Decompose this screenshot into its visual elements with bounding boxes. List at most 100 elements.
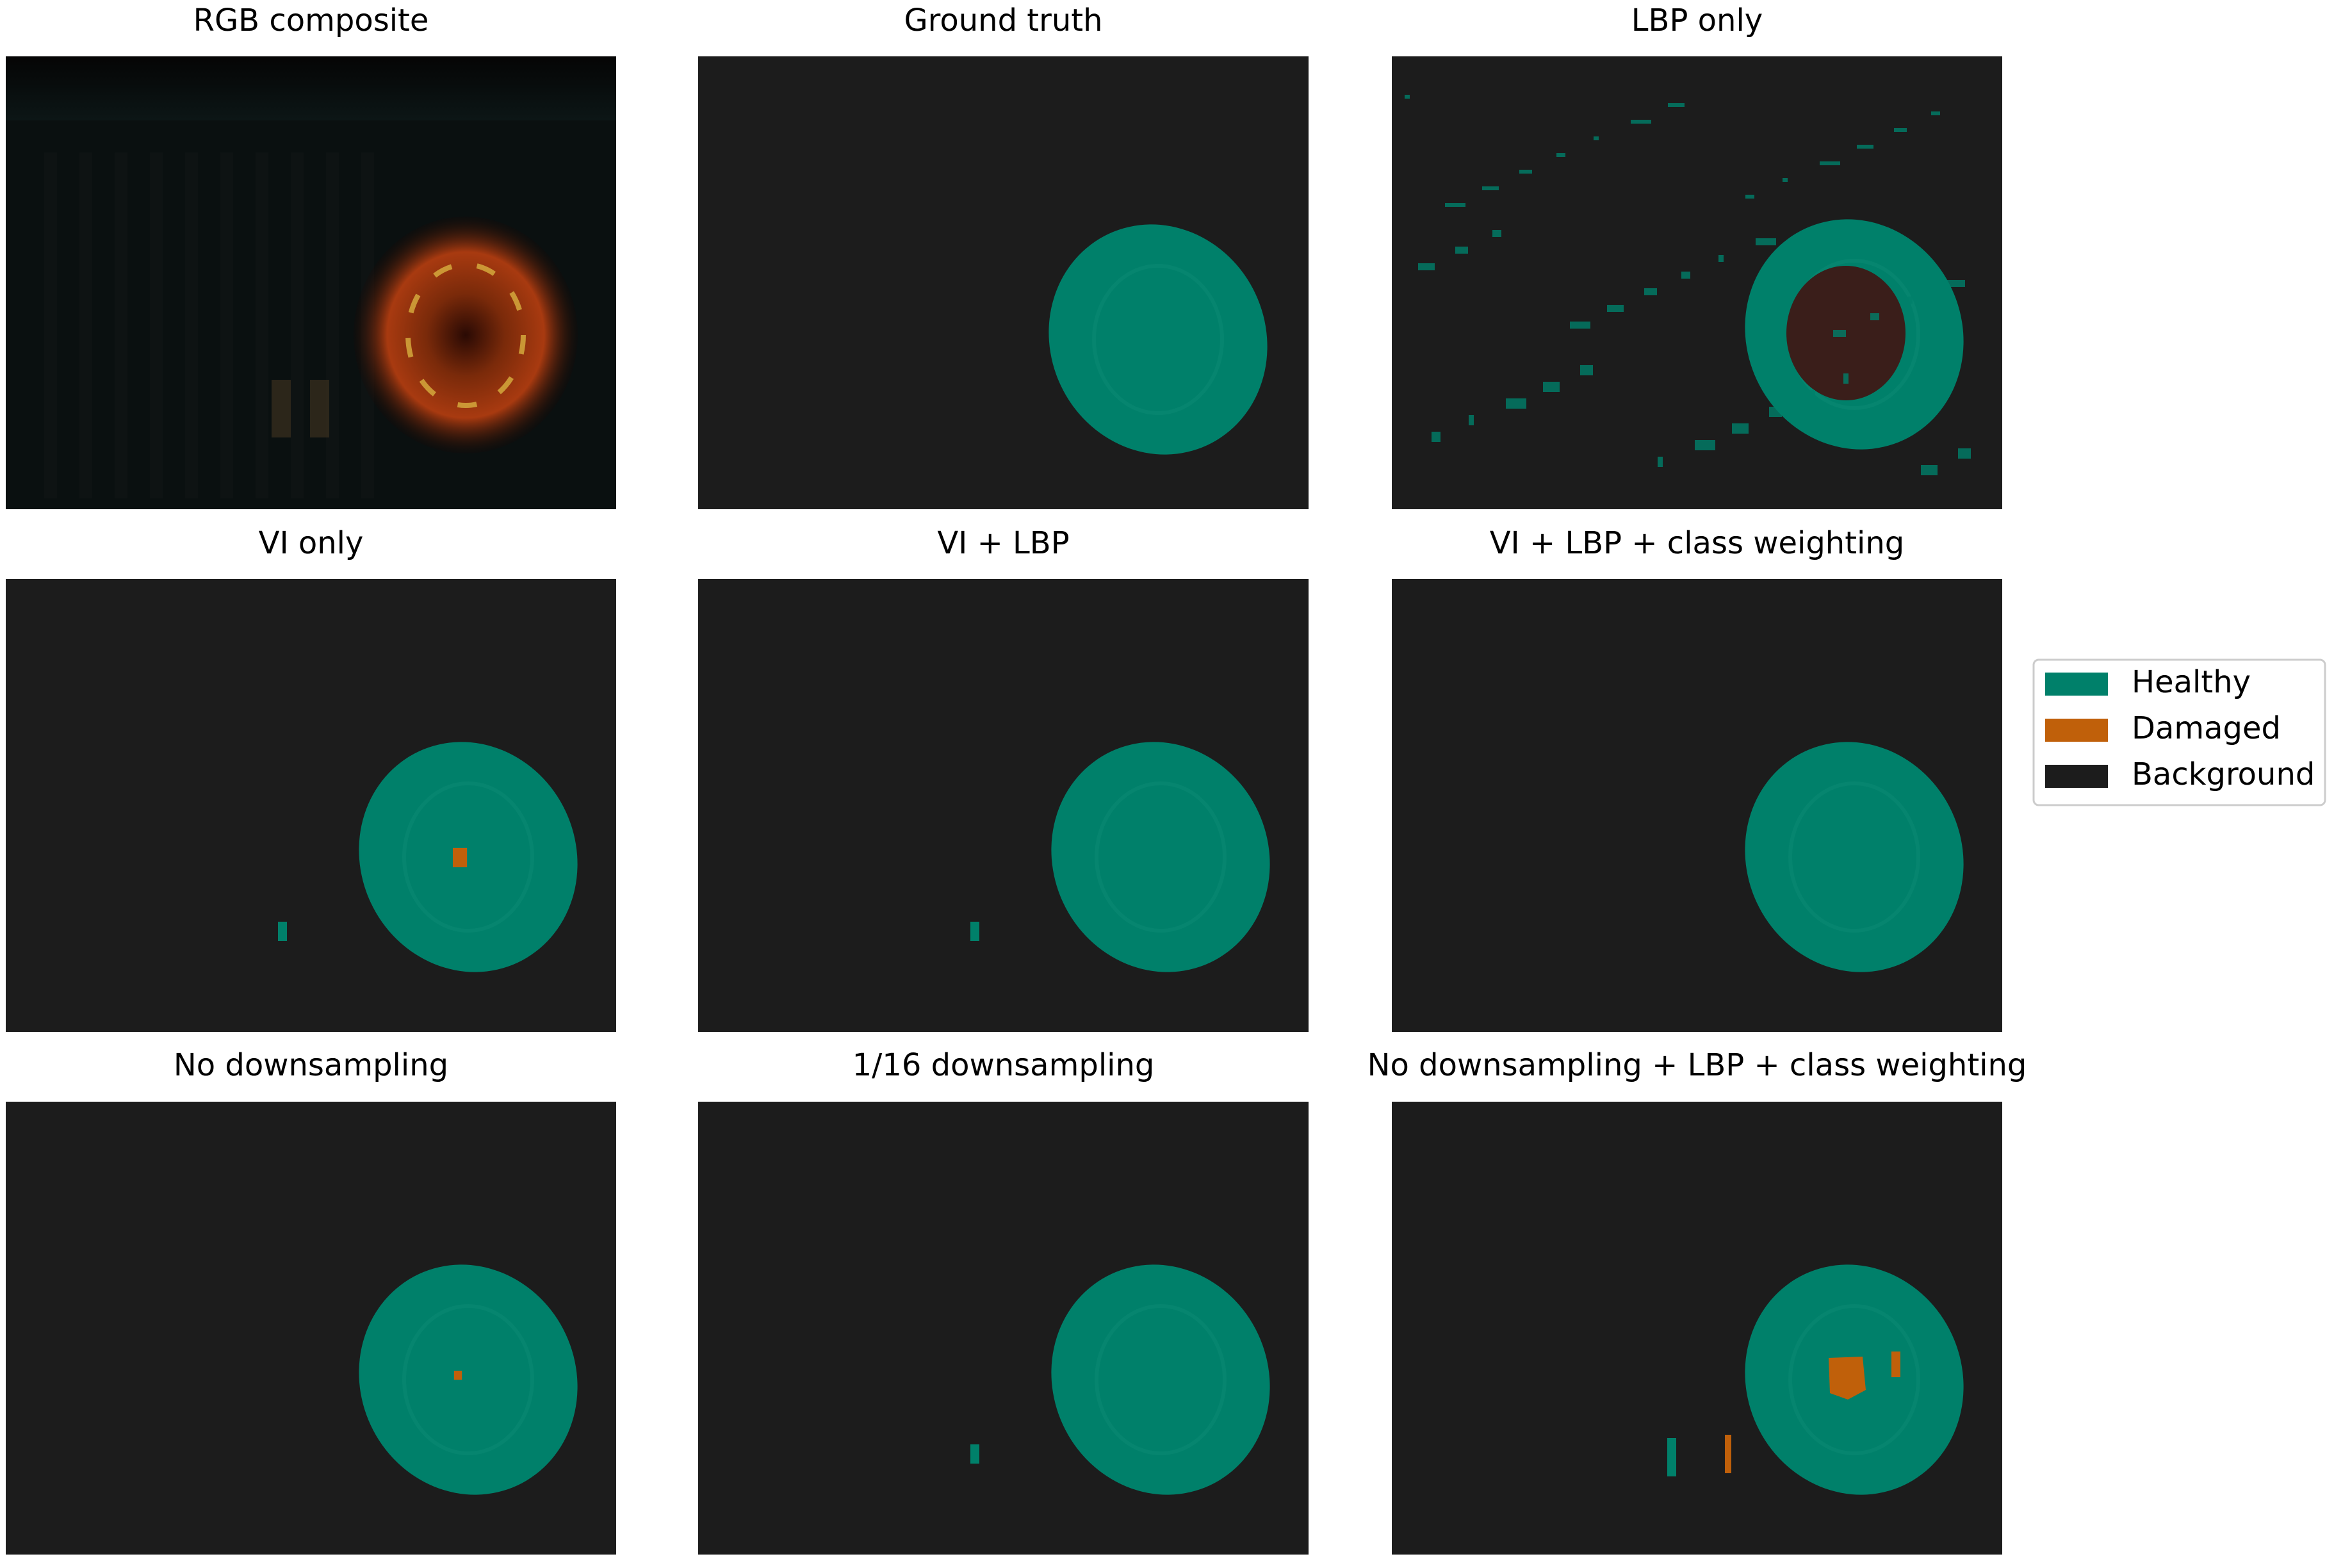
panel — [1392, 1102, 2002, 1555]
panel — [698, 1102, 1309, 1555]
healthy-region — [359, 742, 578, 972]
legend-swatch — [2045, 673, 2108, 696]
noise — [1894, 128, 1907, 132]
panel-title: VI only — [259, 525, 364, 561]
damaged-region — [454, 1371, 462, 1380]
panel-title: VI + LBP + class weighting — [1490, 525, 1905, 561]
noise — [1594, 136, 1599, 140]
panel-title: No downsampling — [174, 1047, 448, 1083]
panel — [6, 579, 616, 1032]
noise — [1921, 465, 1938, 475]
damaged-region — [1829, 1357, 1866, 1400]
image-window — [272, 380, 291, 437]
noise — [1405, 95, 1410, 99]
noise — [1695, 440, 1715, 450]
image-texture — [185, 152, 198, 498]
noise — [1644, 288, 1657, 295]
image-texture — [291, 152, 304, 498]
panel-title: VI + LBP — [937, 525, 1069, 561]
image-sky — [6, 56, 616, 120]
apple — [354, 216, 578, 453]
noise — [1870, 313, 1879, 320]
image-texture — [256, 152, 268, 498]
panel-title: 1/16 downsampling — [853, 1047, 1155, 1083]
damaged-region — [1891, 1352, 1900, 1377]
panel-title: No downsampling + LBP + class weighting — [1367, 1047, 2027, 1083]
healthy-ring — [1095, 781, 1227, 933]
noise — [278, 922, 287, 941]
noise — [1570, 322, 1590, 329]
noise — [1745, 195, 1754, 199]
noise — [1833, 330, 1846, 337]
noise — [1718, 255, 1724, 262]
healthy-region — [1049, 224, 1268, 455]
healthy-ring — [402, 781, 534, 933]
legend-swatch — [2045, 719, 2108, 742]
legend-label: Healthy — [2132, 664, 2251, 700]
noise — [1931, 111, 1940, 115]
image-texture — [44, 152, 57, 498]
noise — [1907, 297, 1913, 304]
healthy-region — [1051, 1264, 1270, 1495]
panel — [1392, 56, 2002, 509]
panel-title: LBP only — [1631, 3, 1763, 38]
noise — [1945, 280, 1965, 287]
noise — [1631, 120, 1651, 124]
healthy-region — [359, 1264, 578, 1495]
image-texture — [115, 152, 127, 498]
healthy-region — [1051, 742, 1270, 972]
image-texture — [150, 152, 163, 498]
image-window — [310, 380, 329, 437]
noise — [1658, 457, 1663, 467]
apple-highlight — [405, 262, 526, 408]
noise — [1543, 382, 1560, 392]
healthy-region — [1745, 742, 1964, 972]
panel-title: RGB composite — [193, 3, 429, 38]
noise — [1519, 170, 1532, 174]
noise — [1607, 305, 1624, 312]
healthy-ring — [1095, 1304, 1227, 1455]
panel — [1392, 579, 2002, 1032]
healthy-ring — [1092, 264, 1224, 415]
noise — [1820, 161, 1840, 165]
healthy-ring — [1788, 781, 1920, 933]
noise — [1556, 153, 1565, 157]
damaged-region — [453, 848, 467, 867]
noise — [1418, 263, 1435, 270]
noise — [1432, 432, 1440, 442]
legend: Healthy Damaged Background — [2032, 658, 2326, 806]
noise — [1806, 390, 1815, 400]
legend-swatch — [2045, 765, 2108, 788]
noise — [1843, 373, 1848, 384]
noise — [1732, 423, 1749, 434]
noise — [1668, 103, 1685, 107]
noise — [1469, 415, 1474, 425]
image-texture — [79, 152, 92, 498]
noise — [1667, 1438, 1676, 1476]
healthy-ring — [1788, 1304, 1920, 1455]
healthy-ring — [402, 1304, 534, 1455]
legend-label: Damaged — [2132, 710, 2281, 746]
noise — [1769, 407, 1782, 417]
noise — [1580, 365, 1593, 375]
noise — [1857, 145, 1873, 149]
legend-label: Background — [2132, 756, 2315, 792]
noise — [1958, 448, 1971, 459]
damaged-region — [1725, 1435, 1731, 1473]
noise — [970, 1444, 979, 1464]
noise — [1783, 178, 1788, 182]
panel — [6, 1102, 616, 1555]
image-texture — [220, 152, 233, 498]
noise — [1455, 247, 1468, 254]
panel-title: Ground truth — [904, 3, 1102, 38]
noise — [970, 922, 979, 941]
panel — [698, 56, 1309, 509]
noise — [1681, 272, 1690, 279]
image-texture — [326, 152, 339, 498]
panel — [698, 579, 1309, 1032]
panel — [6, 56, 616, 509]
noise — [1506, 398, 1526, 409]
noise — [1482, 186, 1499, 190]
noise — [1445, 203, 1465, 207]
